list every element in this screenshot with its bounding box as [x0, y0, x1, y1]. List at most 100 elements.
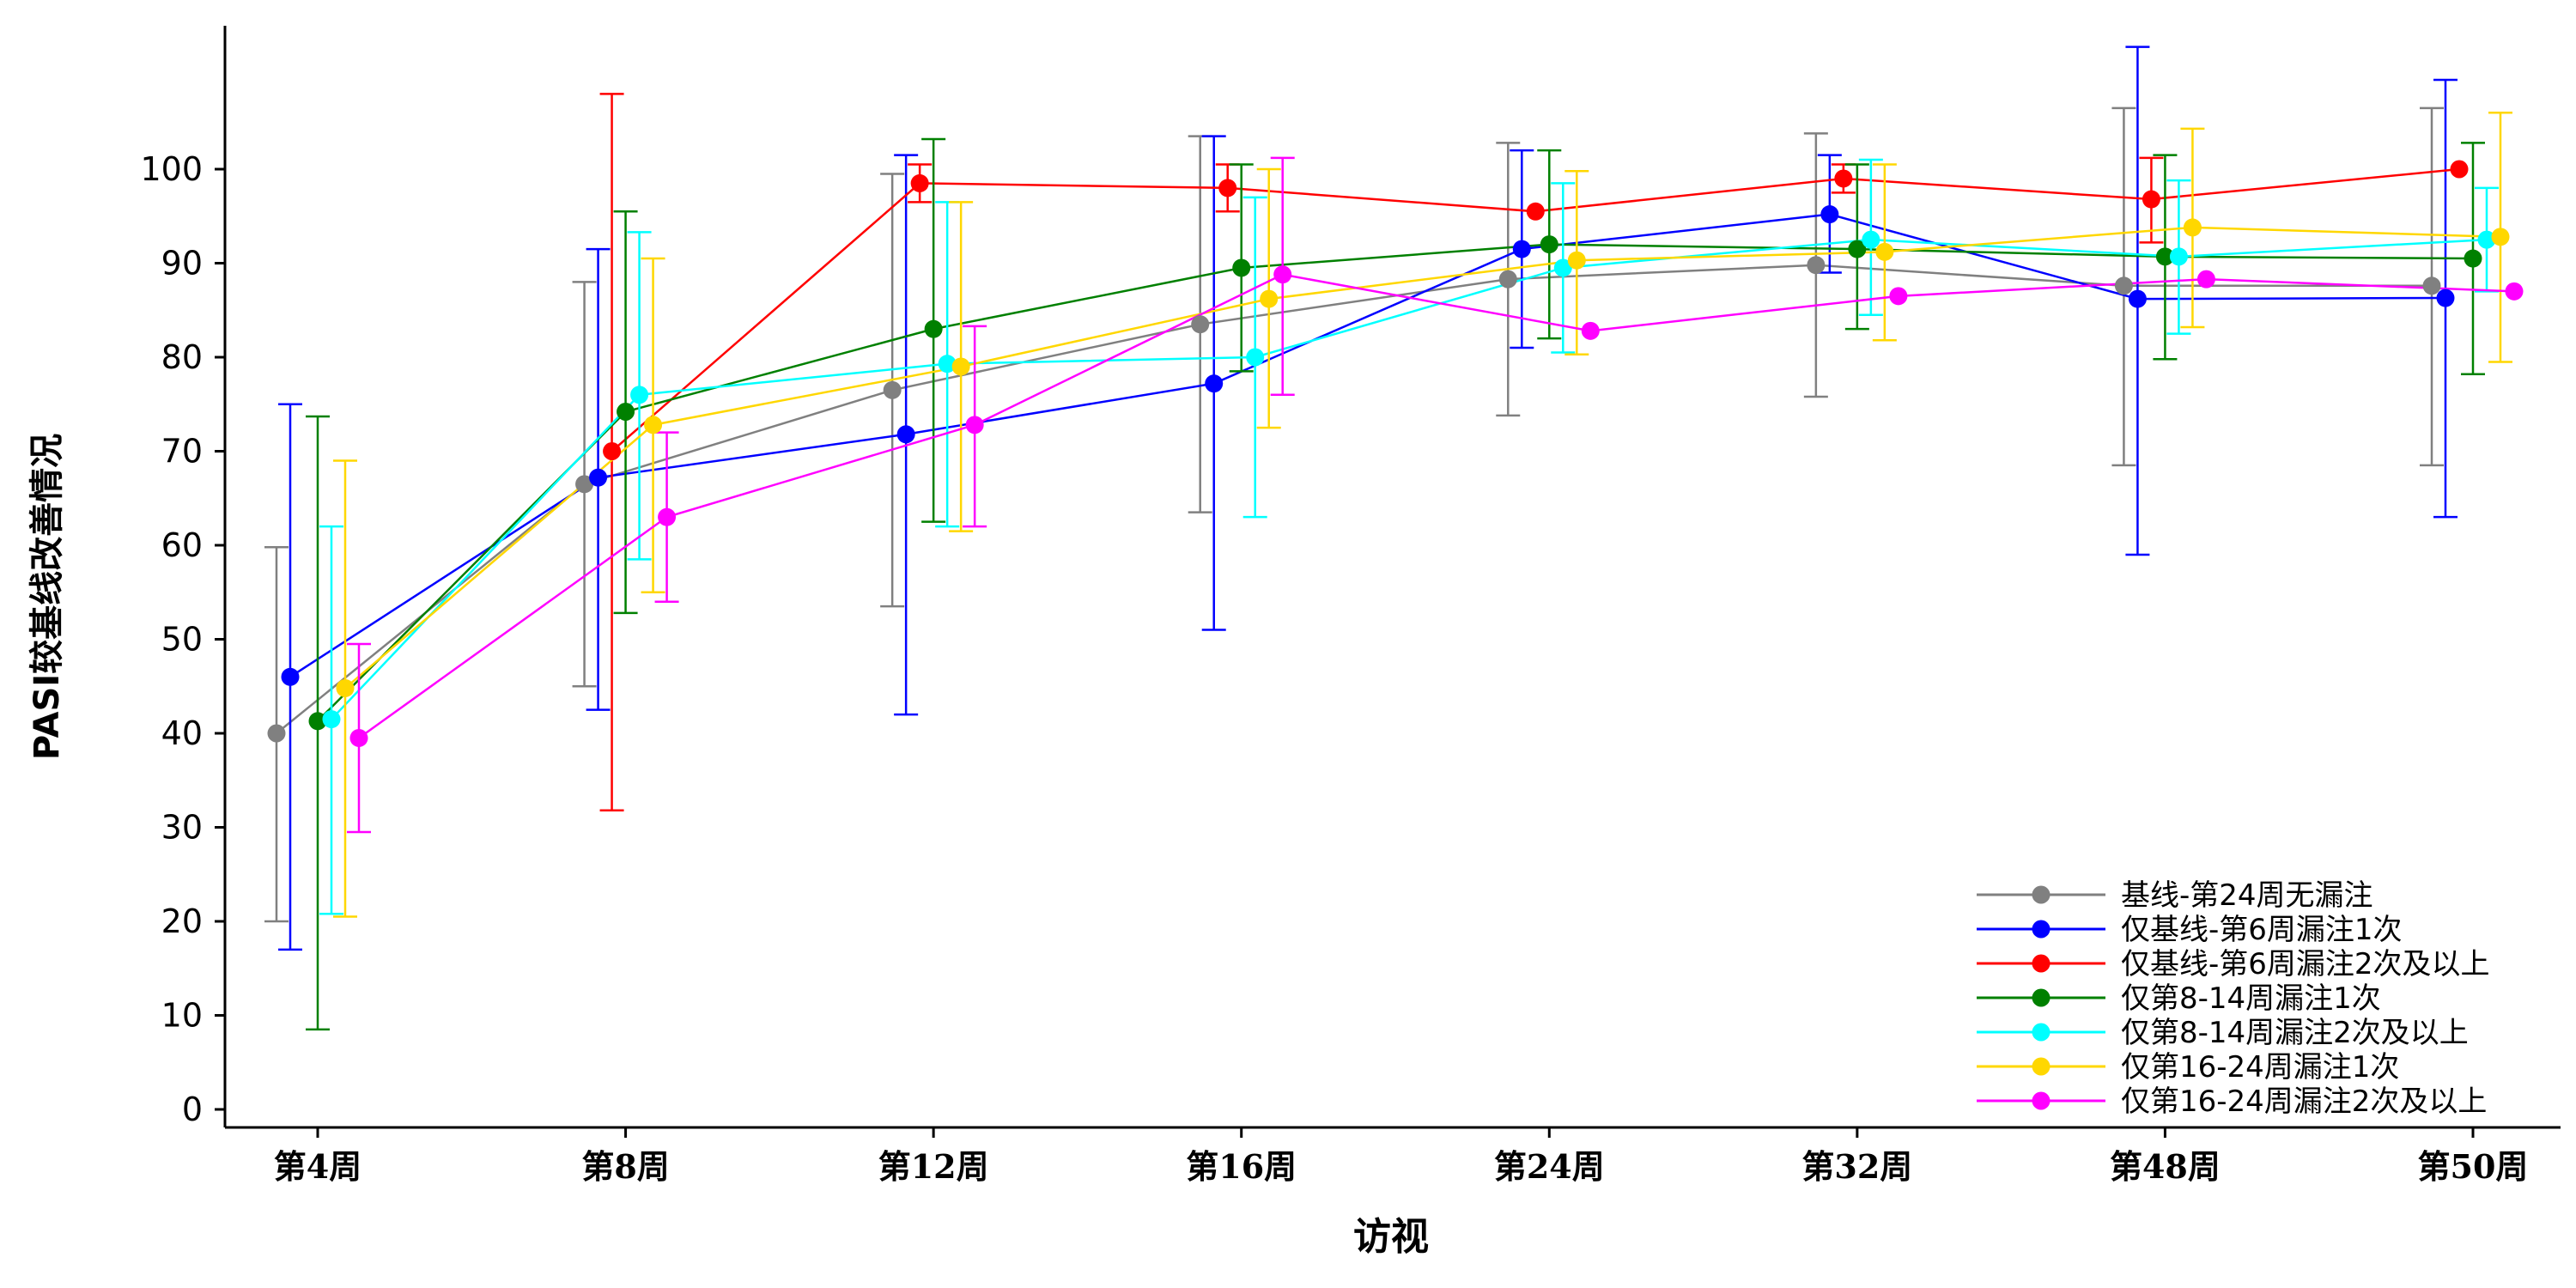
y-axis-label: PASI较基线改善情况: [27, 434, 67, 760]
data-point: [1553, 258, 1572, 277]
y-tick-label: 0: [182, 1091, 203, 1128]
x-tick-label: 第24周: [1494, 1147, 1605, 1186]
y-tick-label: 60: [161, 526, 203, 564]
data-point: [589, 468, 608, 487]
data-point: [924, 319, 943, 338]
y-tick-label: 10: [161, 997, 203, 1035]
data-point: [1246, 348, 1265, 367]
series-points-5: [336, 218, 2510, 697]
series-points-0: [267, 256, 2441, 743]
legend-label: 仅第16-24周漏注2次及以上: [2121, 1084, 2487, 1119]
y-tick-label: 100: [140, 150, 203, 188]
data-point: [1260, 289, 1279, 308]
data-point: [1205, 374, 1224, 393]
x-tick-label: 第8周: [581, 1147, 669, 1186]
x-tick-label: 第48周: [2110, 1147, 2221, 1186]
data-point: [1512, 240, 1531, 258]
series-line: [331, 238, 2488, 720]
y-tick-label: 20: [161, 902, 203, 940]
x-tick-label: 第32周: [1801, 1147, 1912, 1186]
y-tick-label: 90: [161, 245, 203, 283]
data-point: [2464, 249, 2482, 268]
x-tick-label: 第12周: [878, 1147, 989, 1186]
legend-marker: [2032, 988, 2050, 1007]
series-points-6: [349, 265, 2524, 747]
data-point: [910, 173, 929, 192]
data-point: [1848, 240, 1867, 258]
series-line: [358, 273, 2515, 739]
y-tick-label: 80: [161, 338, 203, 376]
x-tick-label: 第4周: [274, 1147, 361, 1186]
legend-label: 仅第16-24周漏注1次: [2121, 1050, 2399, 1084]
data-point: [1567, 251, 1586, 270]
legend-label: 基线-第24周无漏注: [2121, 878, 2373, 913]
data-point: [2436, 289, 2455, 307]
data-point: [2450, 160, 2469, 179]
data-point: [2128, 289, 2147, 308]
data-point: [1498, 270, 1517, 289]
legend-marker: [2032, 1023, 2050, 1042]
y-tick-label: 40: [161, 714, 203, 752]
series-line: [276, 264, 2432, 734]
data-point: [1862, 230, 1880, 249]
data-point: [938, 355, 957, 374]
data-point: [1218, 179, 1237, 197]
data-point: [1232, 258, 1251, 277]
y-tick-label: 50: [161, 621, 203, 659]
legend-label: 仅第8-14周漏注2次及以上: [2121, 1016, 2469, 1050]
data-point: [2155, 247, 2174, 266]
x-tick-label: 第16周: [1186, 1147, 1297, 1186]
legend-marker: [2032, 885, 2050, 904]
data-point: [2505, 282, 2524, 301]
data-point: [603, 442, 622, 460]
data-point: [1875, 242, 1894, 261]
series-layer: [264, 46, 2524, 1031]
data-point: [322, 710, 341, 729]
data-point: [308, 712, 327, 731]
data-point: [2114, 276, 2133, 295]
legend-marker: [2032, 1057, 2050, 1076]
data-point: [1581, 321, 1600, 340]
series-line: [317, 243, 2474, 722]
data-point: [965, 416, 984, 434]
data-point: [336, 678, 355, 697]
data-point: [2183, 218, 2202, 237]
data-point: [281, 667, 300, 686]
series-line: [344, 226, 2501, 690]
data-point: [1834, 169, 1853, 188]
legend-marker: [2032, 954, 2050, 973]
x-ticks: 第4周 第8周 第12周 第16周 第24周 第32周 第48周 第50周: [274, 1127, 2529, 1186]
data-point: [2169, 247, 2188, 266]
series-points-3: [308, 235, 2482, 731]
data-point: [267, 724, 286, 743]
data-point: [1820, 205, 1839, 224]
legend-marker: [2032, 1091, 2050, 1110]
data-point: [896, 425, 915, 444]
data-point: [2491, 228, 2510, 246]
legend-label: 仅第8-14周漏注1次: [2121, 981, 2381, 1016]
legend-label: 仅基线-第6周漏注1次: [2121, 913, 2403, 947]
legend-item: 仅第16-24周漏注2次及以上: [1977, 1084, 2487, 1119]
data-point: [644, 416, 663, 434]
legend-item: 仅基线-第6周漏注2次及以上: [1977, 947, 2490, 981]
data-point: [1273, 265, 1292, 284]
legend: 基线-第24周无漏注仅基线-第6周漏注1次仅基线-第6周漏注2次及以上仅第8-1…: [1977, 878, 2490, 1119]
data-point: [1191, 315, 1210, 334]
y-tick-label: 30: [161, 809, 203, 847]
data-point: [630, 386, 649, 404]
series-points-1: [281, 205, 2455, 686]
x-tick-label: 第50周: [2418, 1147, 2529, 1186]
legend-item: 基线-第24周无漏注: [1977, 878, 2373, 913]
axes: [223, 26, 2561, 1129]
data-point: [2422, 276, 2441, 295]
data-point: [2196, 270, 2215, 289]
data-point: [658, 507, 677, 526]
series-4: [319, 158, 2499, 915]
x-axis-label: 访视: [1353, 1215, 1429, 1259]
legend-item: 仅第8-14周漏注1次: [1977, 981, 2381, 1016]
series-points-2: [603, 160, 2469, 460]
series-2: [599, 93, 2460, 812]
data-point: [575, 475, 594, 494]
data-point: [1889, 287, 1908, 306]
